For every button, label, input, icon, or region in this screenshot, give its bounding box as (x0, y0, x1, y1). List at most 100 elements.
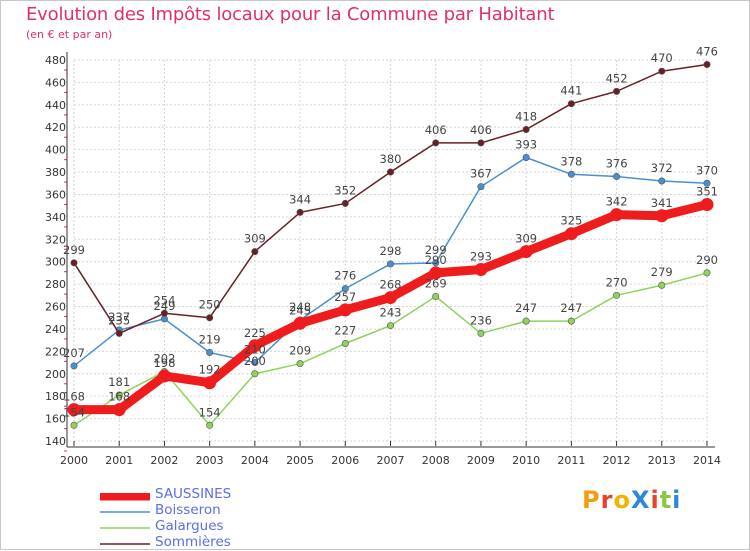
x-tick-label-2001: 2001 (105, 454, 133, 467)
y-tick-label-260: 260 (45, 301, 66, 314)
data-point-boisseron-2007 (386, 260, 394, 268)
data-label-galargues-2013: 279 (651, 265, 673, 279)
y-tick-label-200: 200 (45, 368, 66, 381)
y-tick-label-380: 380 (45, 166, 66, 179)
data-point-boisseron-2011 (567, 170, 575, 178)
data-label-galargues-2010: 247 (515, 301, 537, 315)
data-label-boisseron-2002: 249 (153, 299, 175, 313)
logo-letter: t (659, 486, 673, 514)
data-point-boisseron-2013 (658, 177, 666, 185)
logo-letter: X (630, 486, 651, 514)
legend-item-galargues: Galargues (100, 518, 320, 534)
data-point-sommires-2009 (477, 139, 485, 147)
data-point-galargues-2011 (567, 317, 575, 325)
legend-swatch-boisseron (100, 511, 150, 513)
data-label-sommires-2007: 380 (380, 152, 402, 166)
data-label-boisseron-2001: 237 (108, 310, 130, 324)
legend-swatch-saussines (100, 493, 150, 501)
data-label-saussines-2011: 325 (560, 214, 582, 228)
data-label-boisseron-2008: 299 (425, 243, 447, 257)
x-tick-label-2013: 2013 (648, 454, 676, 467)
data-point-galargues-2014 (703, 269, 711, 277)
data-point-boisseron-2009 (477, 183, 485, 191)
legend-item-sommieres: Sommières (100, 534, 320, 550)
data-point-galargues-2010 (522, 317, 530, 325)
logo-letter: i (672, 486, 682, 514)
legend-swatch-sommieres (100, 543, 150, 545)
y-tick-label-280: 280 (45, 278, 66, 291)
y-tick-label-160: 160 (45, 413, 66, 426)
data-label-galargues-2009: 236 (470, 313, 492, 327)
data-label-sommires-2013: 470 (651, 51, 673, 65)
data-label-saussines-2006: 257 (334, 290, 356, 304)
data-label-saussines-2003: 192 (199, 363, 221, 377)
x-tick-label-2014: 2014 (693, 454, 721, 467)
data-label-saussines-2005: 245 (289, 303, 311, 317)
data-label-sommires-2001: 235 (108, 313, 130, 327)
data-label-boisseron-2006: 276 (334, 269, 356, 283)
y-tick-label-240: 240 (45, 323, 66, 336)
data-label-galargues-2002: 202 (153, 352, 175, 366)
data-point-galargues-2006 (341, 340, 349, 348)
data-label-sommires-2012: 452 (606, 71, 628, 85)
data-label-sommires-2005: 344 (289, 192, 311, 206)
data-point-boisseron-2008 (432, 259, 440, 267)
data-point-saussines-2011 (564, 227, 578, 241)
data-point-galargues-2013 (658, 281, 666, 289)
data-label-saussines-2001: 168 (108, 390, 130, 404)
data-label-galargues-2011: 247 (560, 301, 582, 315)
data-label-boisseron-2013: 372 (651, 161, 673, 175)
x-tick-label-2011: 2011 (557, 454, 585, 467)
data-label-galargues-2000: 154 (63, 405, 85, 419)
chart-title: Evolution des Impôts locaux pour la Comm… (26, 4, 555, 25)
data-label-saussines-2010: 309 (515, 232, 537, 246)
data-label-saussines-2014: 351 (696, 185, 718, 199)
data-point-saussines-2014 (700, 198, 714, 212)
x-tick-label-2004: 2004 (241, 454, 269, 467)
y-tick-label-320: 320 (45, 233, 66, 246)
x-tick-label-2008: 2008 (422, 454, 450, 467)
data-point-saussines-2001 (112, 403, 126, 417)
data-label-boisseron-2005: 248 (289, 300, 311, 314)
logo-letter: i (650, 486, 660, 514)
data-label-sommires-2006: 352 (334, 183, 356, 197)
y-tick-label-460: 460 (45, 76, 66, 89)
x-tick-label-2007: 2007 (377, 454, 405, 467)
x-tick-label-2006: 2006 (331, 454, 359, 467)
data-label-galargues-2001: 181 (108, 375, 130, 389)
data-point-galargues-2004 (251, 370, 259, 378)
data-point-saussines-2006 (338, 303, 352, 317)
data-point-boisseron-2012 (613, 173, 621, 181)
x-tick-label-2002: 2002 (150, 454, 178, 467)
data-point-saussines-2000 (67, 403, 81, 417)
data-point-sommires-2008 (432, 139, 440, 147)
data-label-boisseron-2014: 370 (696, 163, 718, 177)
data-point-galargues-2001 (115, 391, 123, 399)
data-point-boisseron-2006 (341, 285, 349, 293)
data-point-saussines-2009 (474, 263, 488, 277)
data-label-boisseron-2012: 376 (606, 157, 628, 171)
data-label-saussines-2013: 341 (651, 196, 673, 210)
data-label-sommires-2011: 441 (560, 84, 582, 98)
data-point-boisseron-2004 (251, 359, 259, 367)
x-tick-label-2005: 2005 (286, 454, 314, 467)
data-point-saussines-2012 (610, 208, 624, 222)
proxiti-logo: ProXiti (582, 486, 681, 514)
data-label-boisseron-2004: 210 (244, 343, 266, 357)
data-point-sommires-2011 (567, 100, 575, 108)
data-point-boisseron-2003 (206, 348, 214, 356)
data-point-saussines-2003 (203, 376, 217, 390)
data-label-galargues-2007: 243 (380, 306, 402, 320)
data-point-saussines-2008 (429, 266, 443, 280)
data-point-sommires-2012 (613, 87, 621, 95)
logo-letter: r (600, 486, 614, 514)
data-point-saussines-2013 (655, 209, 669, 223)
data-label-sommires-2009: 406 (470, 123, 492, 137)
data-point-sommires-2001 (115, 329, 123, 337)
data-point-galargues-2003 (206, 421, 214, 429)
data-label-galargues-2012: 270 (606, 275, 628, 289)
data-label-boisseron-2000: 207 (63, 346, 85, 360)
data-label-galargues-2005: 209 (289, 344, 311, 358)
